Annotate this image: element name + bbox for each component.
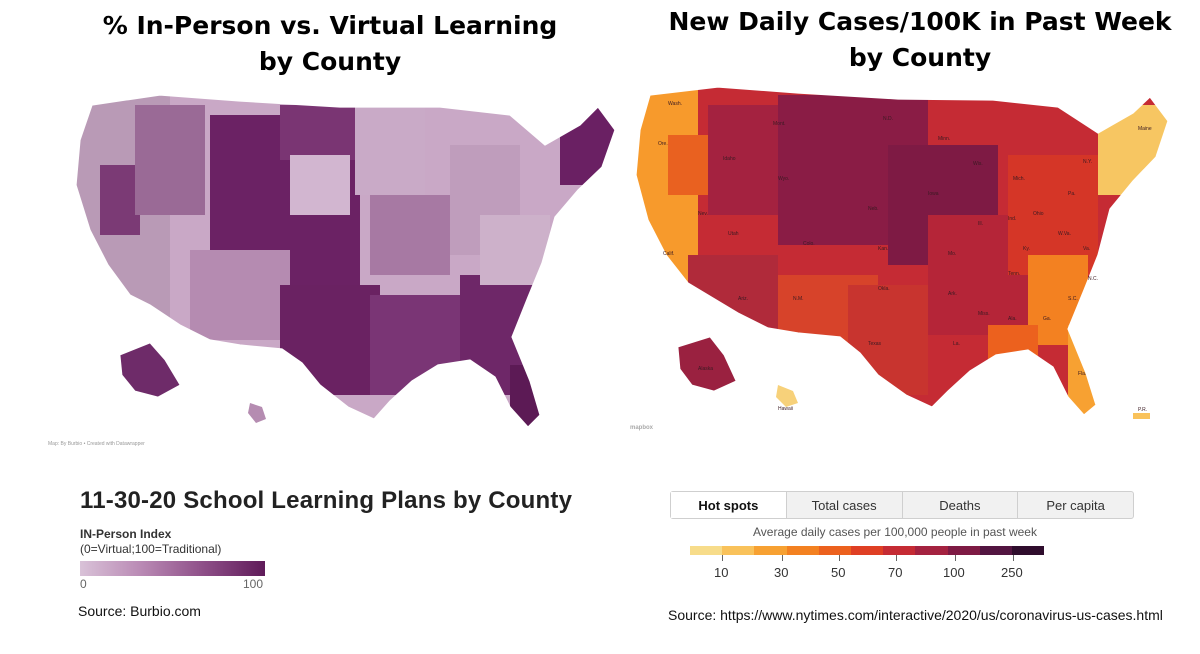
state-label: Wash. bbox=[668, 101, 682, 107]
left-title-line2: by County bbox=[258, 47, 402, 76]
scale-swatch bbox=[979, 546, 1012, 555]
scale-tick bbox=[839, 555, 840, 561]
state-label: Nev. bbox=[698, 211, 708, 217]
scale-swatch bbox=[883, 546, 916, 555]
state-label: Miss. bbox=[978, 311, 990, 317]
scale-label: 50 bbox=[831, 565, 846, 580]
scale-swatch bbox=[754, 546, 787, 555]
state-label: Ill. bbox=[978, 221, 983, 227]
state-label: Ala. bbox=[1008, 316, 1017, 322]
puerto-rico-shape bbox=[1133, 413, 1150, 419]
in-person-index-label: IN-Person Index bbox=[80, 527, 172, 541]
state-label: W.Va. bbox=[1058, 231, 1071, 237]
state-label: Iowa bbox=[928, 191, 939, 197]
scale-tick bbox=[722, 555, 723, 561]
state-label: Ky. bbox=[1023, 246, 1030, 252]
state-label: Okla. bbox=[878, 286, 890, 292]
scale-swatch bbox=[947, 546, 980, 555]
state-label: Alaska bbox=[698, 366, 713, 372]
scale-label: 250 bbox=[1001, 565, 1023, 580]
cases-color-scale bbox=[690, 546, 1045, 555]
gradient-min-label: 0 bbox=[80, 577, 87, 591]
hawaii-shape bbox=[248, 403, 266, 423]
state-label: S.C. bbox=[1068, 296, 1078, 302]
scale-swatch bbox=[850, 546, 884, 555]
scale-swatch bbox=[1011, 546, 1045, 555]
right-title-line2: by County bbox=[848, 43, 992, 72]
left-source: Source: Burbio.com bbox=[78, 603, 201, 619]
tab-hot-spots[interactable]: Hot spots bbox=[671, 492, 787, 518]
state-label: Pa. bbox=[1068, 191, 1076, 197]
state-label: Va. bbox=[1083, 246, 1090, 252]
state-label: Neb. bbox=[868, 206, 879, 212]
left-title-line1: % In-Person vs. Virtual Learning bbox=[102, 11, 558, 40]
hawaii-shape bbox=[776, 385, 798, 407]
state-label: N.Y. bbox=[1083, 159, 1092, 165]
right-source: Source: https://www.nytimes.com/interact… bbox=[668, 607, 1163, 623]
right-title-line1: New Daily Cases/100K in Past Week bbox=[668, 7, 1172, 36]
state-label: N.C. bbox=[1088, 276, 1098, 282]
state-label: Texas bbox=[868, 341, 882, 347]
state-label: Fla. bbox=[1078, 371, 1086, 377]
scale-tick bbox=[896, 555, 897, 561]
scale-label: 30 bbox=[774, 565, 789, 580]
cases-per-100k-map: Wash. Mont. N.D. Minn. Maine Wis. Mich. N.Y. Pa.… bbox=[635, 86, 1168, 419]
cases-scale-caption: Average daily cases per 100,000 people i… bbox=[753, 525, 1037, 539]
state-label: Maine bbox=[1138, 126, 1152, 132]
scale-tick bbox=[782, 555, 783, 561]
state-labels: Wash. Mont. N.D. Minn. Maine Wis. Mich. N.Y. Pa.… bbox=[658, 101, 1152, 413]
scale-tick bbox=[1013, 555, 1014, 561]
right-map-title: New Daily Cases/100K in Past Week by Cou… bbox=[660, 4, 1180, 76]
scale-swatch bbox=[818, 546, 851, 555]
state-label: Wis. bbox=[973, 161, 983, 167]
state-label: Ore. bbox=[658, 141, 668, 147]
state-label: Colo. bbox=[803, 241, 815, 247]
state-label: Kan. bbox=[878, 246, 888, 252]
state-label: Calif. bbox=[663, 251, 674, 257]
state-label: Mont. bbox=[773, 121, 786, 127]
tab-total-cases[interactable]: Total cases bbox=[787, 492, 903, 518]
state-label: Minn. bbox=[938, 136, 950, 142]
state-label: P.R. bbox=[1138, 407, 1147, 413]
scale-label: 70 bbox=[888, 565, 903, 580]
left-map-credit: Map: By Burbio • Created with Datawrappe… bbox=[48, 441, 145, 447]
state-label: Wyo. bbox=[778, 176, 789, 182]
state-label: Ariz. bbox=[738, 296, 748, 302]
in-person-index-gradient bbox=[80, 561, 265, 576]
scale-swatch bbox=[786, 546, 819, 555]
alaska-shape bbox=[677, 336, 737, 392]
alaska-shape bbox=[119, 342, 181, 398]
scale-label: 10 bbox=[714, 565, 729, 580]
state-label: Ohio bbox=[1033, 211, 1044, 217]
right-map-credit: mapbox bbox=[630, 425, 654, 431]
scale-swatch bbox=[690, 546, 723, 555]
state-label: La. bbox=[953, 341, 960, 347]
in-person-learning-map bbox=[75, 94, 616, 428]
state-label: Utah bbox=[728, 231, 739, 237]
state-label: Ga. bbox=[1043, 316, 1051, 322]
learning-plans-legend-title: 11-30-20 School Learning Plans by County bbox=[80, 487, 573, 514]
state-label: N.M. bbox=[793, 296, 804, 302]
state-label: N.D. bbox=[883, 116, 893, 122]
state-label: Mo. bbox=[948, 251, 956, 257]
state-label: Idaho bbox=[723, 156, 736, 162]
scale-swatch bbox=[915, 546, 948, 555]
tab-deaths[interactable]: Deaths bbox=[903, 492, 1019, 518]
scale-swatch bbox=[722, 546, 755, 555]
state-label: Ind. bbox=[1008, 216, 1016, 222]
state-label: Ark. bbox=[948, 291, 957, 297]
state-label: Hawaii bbox=[778, 406, 793, 412]
scale-tick bbox=[955, 555, 956, 561]
state-label: Tenn. bbox=[1008, 271, 1020, 277]
scale-label: 100 bbox=[943, 565, 965, 580]
gradient-max-label: 100 bbox=[243, 577, 264, 591]
state-label: Mich. bbox=[1013, 176, 1025, 182]
tab-per-capita[interactable]: Per capita bbox=[1046, 497, 1105, 513]
left-map-title: % In-Person vs. Virtual Learning by Coun… bbox=[80, 8, 580, 80]
in-person-index-scale-note: (0=Virtual;100=Traditional) bbox=[80, 542, 222, 556]
cases-tab-bar: Hot spots Total cases Deaths Per capita bbox=[670, 491, 1134, 519]
